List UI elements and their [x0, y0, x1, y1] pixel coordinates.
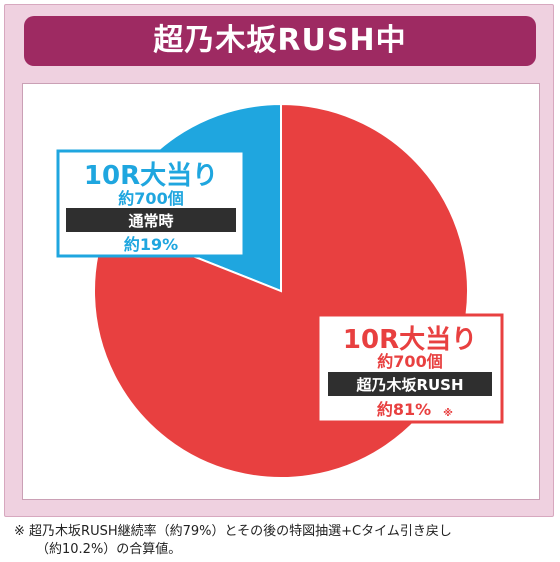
label-normal-pct: 約19%: [124, 235, 178, 254]
footnote-mark: ※: [14, 524, 25, 539]
footnote-line2: （約10.2%）の合算値。: [36, 542, 182, 557]
title-bar: 超乃木坂RUSH中: [24, 16, 536, 66]
label-normal-tag: 通常時: [128, 212, 173, 230]
footnote-line1: 超乃木坂RUSH継続率（約79%）とその後の特図抽選+Cタイム引き戻し: [29, 524, 452, 539]
label-normal-box: [56, 149, 246, 258]
pie-chart: 10R大当り 約700個 通常時 約19% 10R大当り 約700個 超乃木坂R…: [56, 102, 504, 479]
label-rush-tag: 超乃木坂RUSH: [355, 376, 463, 394]
chart-title: 超乃木坂RUSH中: [153, 23, 407, 58]
label-rush-box: [316, 313, 504, 424]
label-normal-tag-bg: [66, 208, 236, 232]
label-rush-sub: 約700個: [377, 352, 442, 371]
label-rush-tag-bg: [328, 372, 492, 396]
label-rush: 10R大当り 約700個 超乃木坂RUSH 約81% ※: [316, 313, 504, 424]
label-normal: 10R大当り 約700個 通常時 約19%: [56, 149, 246, 258]
label-rush-pct: 約81%: [377, 400, 431, 419]
label-normal-heading: 10R大当り: [84, 161, 218, 191]
label-rush-heading: 10R大当り: [343, 325, 477, 355]
footnote: ※ 超乃木坂RUSH継続率（約79%）とその後の特図抽選+Cタイム引き戻し （約…: [14, 523, 554, 559]
label-normal-sub: 約700個: [118, 189, 183, 208]
label-rush-mark: ※: [443, 407, 453, 419]
